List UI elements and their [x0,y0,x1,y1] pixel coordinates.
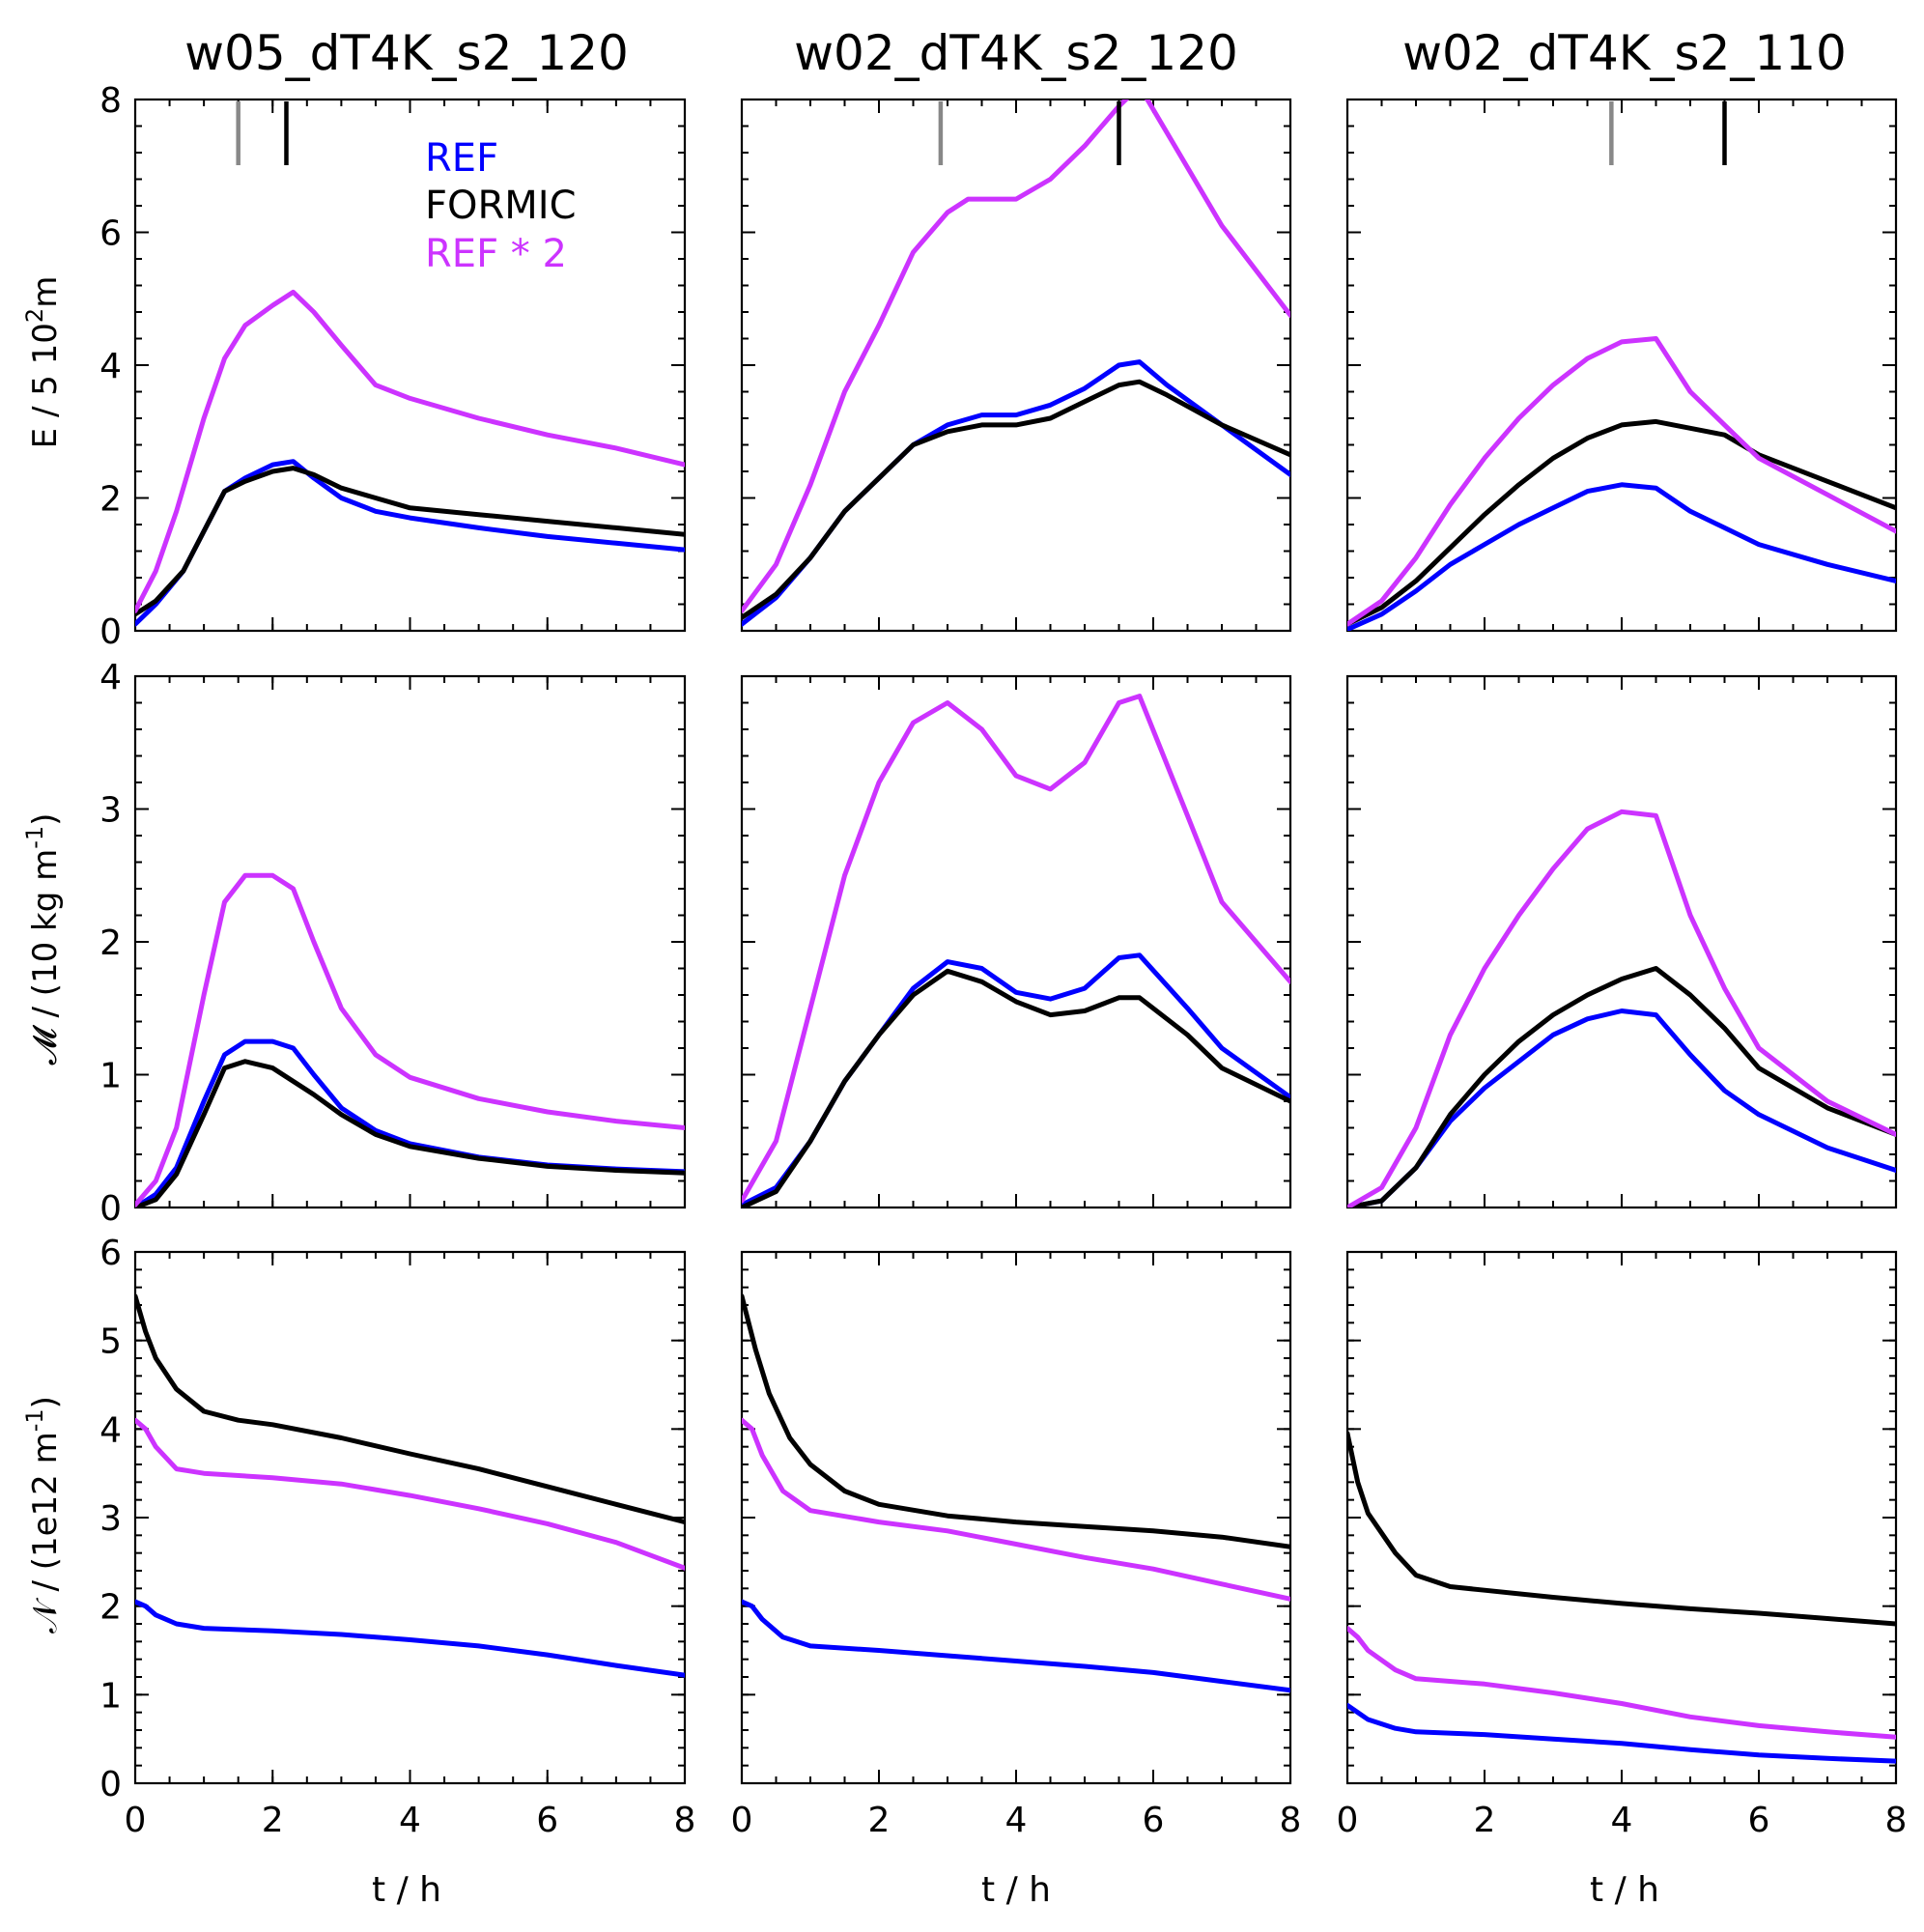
xlabel-col-1: t / h [372,1870,441,1910]
panel-r2-c3 [1345,674,1898,1209]
x-tick-label: 2 [1474,1801,1496,1840]
series-group [742,694,1290,1208]
panel-r1-c2 [740,98,1292,633]
series-formic [742,968,1290,1208]
y-tick-label: 2 [99,480,122,520]
panel-frame [1345,98,1898,633]
y-tick-label: 2 [99,1588,122,1628]
x-tick-label: 2 [262,1801,284,1840]
series-ref-2 [135,1417,685,1571]
legend-formic: FORMIC [425,184,577,228]
x-tick-label: 8 [1885,1801,1908,1840]
y-tick-label: 0 [99,1765,122,1804]
xlabel-col-2: t / h [981,1870,1051,1910]
panel-frame [133,98,687,633]
panel-frame [740,98,1292,633]
series-ref-2 [742,99,1290,613]
series-formic [742,379,1290,620]
series-ref-2 [1347,1626,1896,1740]
series-formic [1347,418,1896,627]
x-tick-label: 4 [1005,1801,1028,1840]
series-group [135,1293,685,1678]
series-group [742,1293,1290,1693]
panel-r2-c1: 0 1 2 3 4 [99,658,687,1229]
series-ref [135,1599,685,1678]
series-ref [742,952,1290,1208]
x-tick-label: 0 [1337,1801,1359,1840]
legend-ref: REF [425,136,498,181]
series-ref [135,459,685,627]
y-tick-label: 3 [99,1499,122,1539]
y-tick-label: 4 [99,1410,122,1450]
panel-frame [1345,674,1898,1209]
series-ref [1347,482,1896,631]
x-tick-label: 6 [1143,1801,1165,1840]
y-tick-label: 0 [99,612,122,652]
y-tick-label: 1 [99,1676,122,1716]
x-tick-label: 6 [1748,1801,1770,1840]
column-title-1: w05_dT4K_s2_120 [184,25,629,81]
y-tick-label: 8 [99,81,122,121]
legend: REF FORMIC REF * 2 [425,136,577,276]
y-tick-label: 2 [99,923,122,963]
xlabel-col-3: t / h [1590,1870,1659,1910]
legend-ref-x2: REF * 2 [425,232,567,276]
panel-r1-c1: 0 2 4 6 8 [99,81,687,652]
x-tick-label: 0 [731,1801,753,1840]
panel-frame [133,1250,687,1785]
ylabel-row-1: E / 5 102m [21,276,65,449]
x-tick-label: 8 [674,1801,696,1840]
series-formic [1347,966,1896,1208]
series-ref [1347,1702,1896,1764]
y-tick-label: 0 [99,1189,122,1229]
y-tick-label: 6 [99,214,122,254]
column-title-3: w02_dT4K_s2_110 [1402,25,1847,81]
series-ref [1347,1009,1896,1208]
series-formic [135,1293,685,1525]
series-group [135,872,685,1208]
panel-r3-c2: 0 2 4 6 8 [731,1250,1302,1840]
panel-frame [740,1250,1292,1785]
series-ref-2 [742,1417,1290,1602]
series-formic [135,1059,685,1208]
series-formic [1347,1431,1896,1627]
x-tick-label: 0 [125,1801,147,1840]
series-group [1347,809,1896,1208]
series-group [1347,1431,1896,1764]
x-tick-label: 4 [1611,1801,1633,1840]
y-tick-label: 5 [99,1322,122,1362]
x-tick-label: 4 [399,1801,421,1840]
series-ref [135,1038,685,1208]
y-tick-label: 6 [99,1234,122,1273]
series-group [1347,336,1896,631]
series-formic [135,466,685,617]
series-ref-2 [135,289,685,613]
x-tick-label: 2 [868,1801,891,1840]
panel-r1-c3 [1345,98,1898,633]
column-title-2: w02_dT4K_s2_120 [794,25,1238,81]
y-tick-label: 3 [99,791,122,831]
series-ref [742,359,1290,627]
series-group [135,289,685,627]
panel-r3-c3: 0 2 4 6 8 [1337,1250,1908,1840]
y-tick-label: 1 [99,1057,122,1096]
ylabel-row-2: 𝓜 / (10 kg m-1) [21,813,65,1065]
series-ref-2 [742,694,1290,1204]
series-ref-2 [135,872,685,1208]
panel-r3-c1: 0 2 4 6 8 0 1 2 3 4 5 6 [99,1234,695,1840]
x-tick-label: 8 [1280,1801,1302,1840]
series-ref-2 [1347,809,1896,1208]
series-formic [742,1293,1290,1549]
y-tick-label: 4 [99,347,122,386]
series-ref [742,1599,1290,1693]
x-tick-label: 6 [536,1801,558,1840]
y-tick-label: 4 [99,658,122,697]
panel-r2-c2 [740,674,1292,1209]
series-group [742,99,1290,627]
panel-frame [740,674,1292,1209]
series-ref-2 [1347,336,1896,627]
ylabel-row-3: 𝒩 / (1e12 m-1) [21,1396,65,1634]
